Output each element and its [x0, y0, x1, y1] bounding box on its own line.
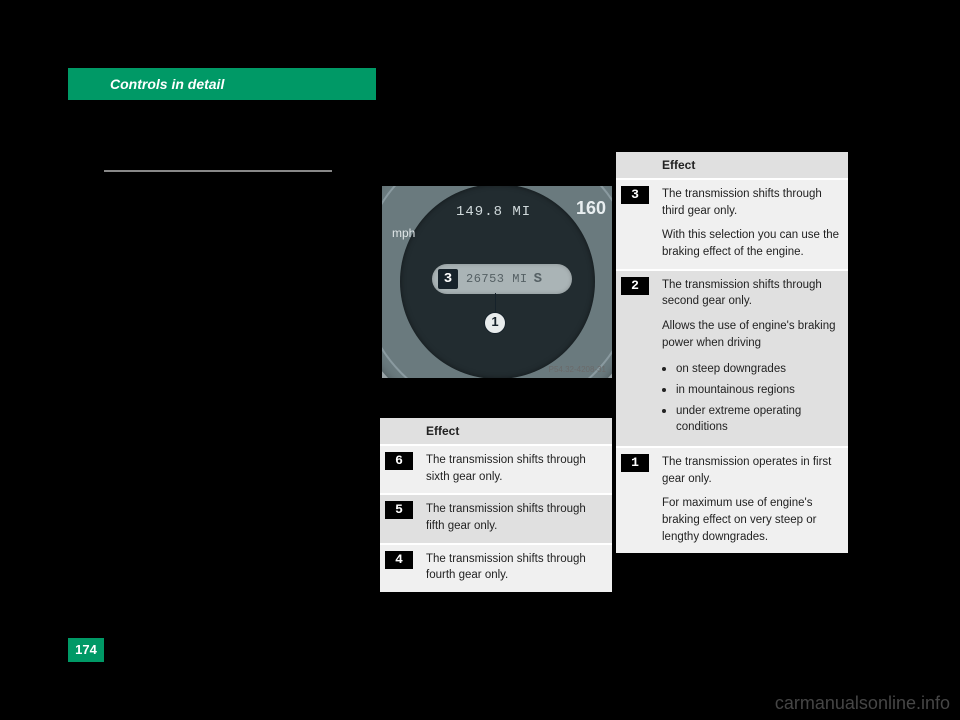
table-row: 6 The transmission shifts through sixth … [380, 444, 612, 493]
unit-label: mph [392, 226, 415, 240]
gear-badge-2: 2 [621, 277, 649, 295]
effect-cell: The transmission shifts through second g… [654, 271, 848, 446]
table-row: 2 The transmission shifts through second… [616, 269, 848, 446]
effect-cell: The transmission shifts through third ge… [654, 180, 848, 269]
table-row: 3 The transmission shifts through third … [616, 178, 848, 269]
section-header: Controls in detail [68, 68, 376, 100]
effect-para: The transmission shifts through second g… [662, 277, 840, 310]
effect-bullet: under extreme operating conditions [662, 401, 840, 438]
speed-tick-160: 160 [576, 198, 606, 219]
callout-leader [495, 293, 496, 312]
callout-badge-1: 1 [484, 312, 506, 334]
effect-para: The transmission shifts through third ge… [662, 186, 840, 219]
mode-indicator: S [534, 271, 542, 287]
page-number: 174 [68, 638, 104, 662]
gear-badge-6: 6 [385, 452, 413, 470]
table-header-effect: Effect [418, 418, 612, 444]
gear-badge-4: 4 [385, 551, 413, 569]
gear-effect-table-left: Effect 6 The transmission shifts through… [380, 418, 612, 592]
trip-readout: 149.8 MI [456, 204, 531, 220]
table-row: 1 The transmission operates in first gea… [616, 446, 848, 553]
table-header-effect: Effect [654, 152, 848, 178]
effect-para: Allows the use of engine's braking power… [662, 318, 840, 351]
odometer-readout: 26753 MI [466, 272, 528, 286]
separator-line [104, 170, 332, 172]
effect-cell: The transmission shifts through fifth ge… [418, 495, 612, 542]
effect-para: For maximum use of engine's braking effe… [662, 495, 840, 545]
gear-badge-1: 1 [621, 454, 649, 472]
effect-bullet: on steep downgrades [662, 359, 840, 380]
gear-indicator: 3 [438, 269, 458, 289]
effect-bullet: in mountainous regions [662, 380, 840, 401]
effect-para: The transmission operates in first gear … [662, 454, 840, 487]
gear-badge-5: 5 [385, 501, 413, 519]
gear-effect-table-right: Effect 3 The transmission shifts through… [616, 152, 848, 553]
section-title: Controls in detail [68, 76, 224, 92]
table-row: 4 The transmission shifts through fourth… [380, 543, 612, 592]
gear-badge-3: 3 [621, 186, 649, 204]
watermark: carmanualsonline.info [775, 693, 950, 714]
gauge-figure: 149.8 MI 160 mph 3 26753 MI S 1 P54.32-4… [382, 186, 612, 378]
effect-cell: The transmission shifts through sixth ge… [418, 446, 612, 493]
odometer-pill: 3 26753 MI S [432, 264, 572, 294]
effect-cell: The transmission shifts through fourth g… [418, 545, 612, 592]
table-row: 5 The transmission shifts through fifth … [380, 493, 612, 542]
effect-cell: The transmission operates in first gear … [654, 448, 848, 553]
image-code: P54.32-4208-31 [549, 365, 606, 374]
effect-para: With this selection you can use the brak… [662, 227, 840, 260]
